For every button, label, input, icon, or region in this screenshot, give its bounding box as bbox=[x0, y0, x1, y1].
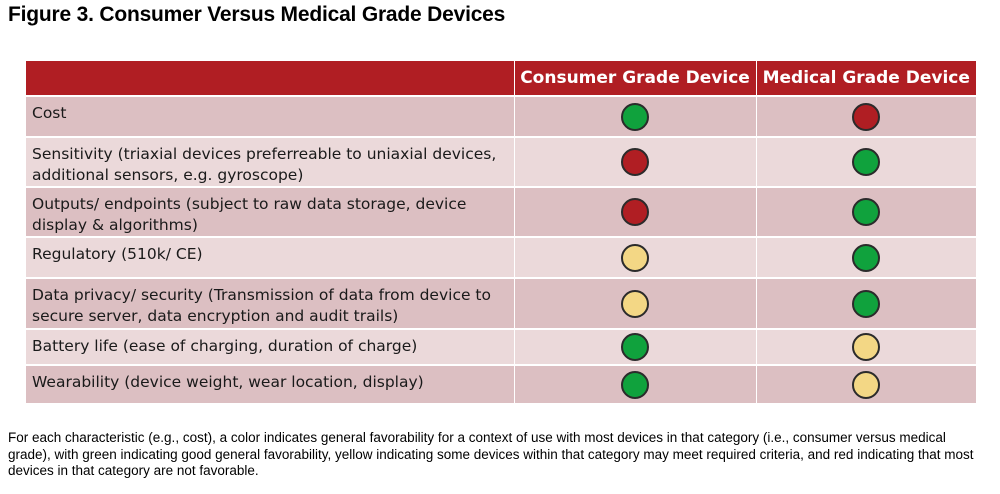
row-label: Cost bbox=[26, 95, 515, 137]
consumer-cell bbox=[514, 136, 757, 187]
table-row: Battery life (ease of charging, duration… bbox=[26, 328, 976, 365]
consumer-cell bbox=[514, 236, 757, 278]
medical-cell bbox=[756, 236, 976, 278]
comparison-table: Consumer Grade Device Medical Grade Devi… bbox=[26, 61, 976, 403]
table-row: Cost bbox=[26, 95, 976, 137]
consumer-cell bbox=[514, 186, 757, 237]
row-label: Outputs/ endpoints (subject to raw data … bbox=[26, 186, 515, 237]
table-row: Outputs/ endpoints (subject to raw data … bbox=[26, 186, 976, 237]
row-label: Data privacy/ security (Transmission of … bbox=[26, 277, 515, 329]
table-row: Data privacy/ security (Transmission of … bbox=[26, 277, 976, 329]
consumer-cell bbox=[514, 364, 757, 403]
rating-indicator bbox=[621, 243, 649, 272]
medical-cell bbox=[756, 277, 976, 329]
rating-indicator bbox=[621, 289, 649, 318]
medical-cell bbox=[756, 186, 976, 237]
header-row: Consumer Grade Device Medical Grade Devi… bbox=[26, 61, 976, 96]
medical-cell bbox=[756, 136, 976, 187]
table-row: Regulatory (510k/ CE) bbox=[26, 236, 976, 278]
rating-indicator bbox=[852, 148, 881, 176]
figure-caption: For each characteristic (e.g., cost), a … bbox=[8, 430, 974, 478]
row-label: Battery life (ease of charging, duration… bbox=[26, 328, 515, 365]
medical-cell bbox=[756, 364, 976, 403]
figure-title: Figure 3. Consumer Versus Medical Grade … bbox=[8, 3, 506, 26]
row-label: Sensitivity (triaxial devices preferreab… bbox=[26, 136, 515, 187]
rating-indicator bbox=[621, 333, 649, 361]
row-label: Regulatory (510k/ CE) bbox=[26, 236, 515, 278]
rating-indicator bbox=[852, 102, 881, 131]
header-consumer-grade: Consumer Grade Device bbox=[514, 61, 757, 96]
rating-indicator bbox=[621, 148, 649, 176]
rating-indicator bbox=[852, 370, 881, 399]
rating-indicator bbox=[852, 333, 881, 361]
table-row: Wearability (device weight, wear locatio… bbox=[26, 364, 976, 403]
consumer-cell bbox=[514, 328, 757, 365]
rating-indicator bbox=[852, 289, 881, 318]
rating-indicator bbox=[852, 198, 881, 226]
medical-cell bbox=[756, 95, 976, 137]
consumer-cell bbox=[514, 277, 757, 329]
header-medical-grade: Medical Grade Device bbox=[756, 61, 976, 96]
header-characteristic bbox=[26, 61, 515, 96]
rating-indicator bbox=[621, 370, 649, 399]
rating-indicator bbox=[852, 243, 881, 272]
rating-indicator bbox=[621, 102, 649, 131]
medical-cell bbox=[756, 328, 976, 365]
rating-indicator bbox=[621, 198, 649, 226]
consumer-cell bbox=[514, 95, 757, 137]
row-label: Wearability (device weight, wear locatio… bbox=[26, 364, 515, 403]
table-row: Sensitivity (triaxial devices preferreab… bbox=[26, 136, 976, 187]
